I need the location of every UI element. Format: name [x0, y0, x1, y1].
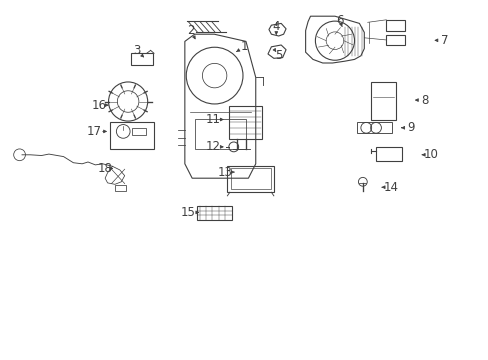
Bar [386, 35, 404, 45]
Text: 18: 18 [98, 162, 112, 175]
Text: 6: 6 [335, 14, 343, 27]
Bar [386, 20, 404, 31]
Bar [228, 106, 262, 139]
Text: 1: 1 [240, 40, 248, 53]
Bar [375, 147, 402, 161]
Bar [227, 166, 273, 192]
Text: 5: 5 [274, 49, 282, 62]
Text: 2: 2 [186, 24, 194, 37]
Bar [131, 53, 153, 65]
Bar [115, 185, 125, 191]
Text: 12: 12 [205, 140, 220, 153]
Text: 7: 7 [440, 34, 448, 47]
Bar [230, 168, 270, 189]
Text: 4: 4 [272, 21, 280, 33]
Text: 16: 16 [91, 99, 106, 112]
Text: 13: 13 [217, 166, 232, 179]
Text: 3: 3 [133, 44, 141, 57]
Text: 11: 11 [205, 113, 220, 126]
Text: 17: 17 [86, 125, 101, 138]
Bar [194, 119, 245, 149]
Bar [132, 128, 145, 135]
Text: 9: 9 [406, 121, 414, 134]
Bar [356, 122, 391, 133]
Bar [370, 82, 395, 120]
Text: 8: 8 [421, 94, 428, 107]
Bar [196, 206, 231, 220]
Text: 10: 10 [423, 148, 438, 161]
Bar [110, 122, 154, 149]
Text: 14: 14 [383, 181, 398, 194]
Text: 15: 15 [181, 206, 195, 219]
